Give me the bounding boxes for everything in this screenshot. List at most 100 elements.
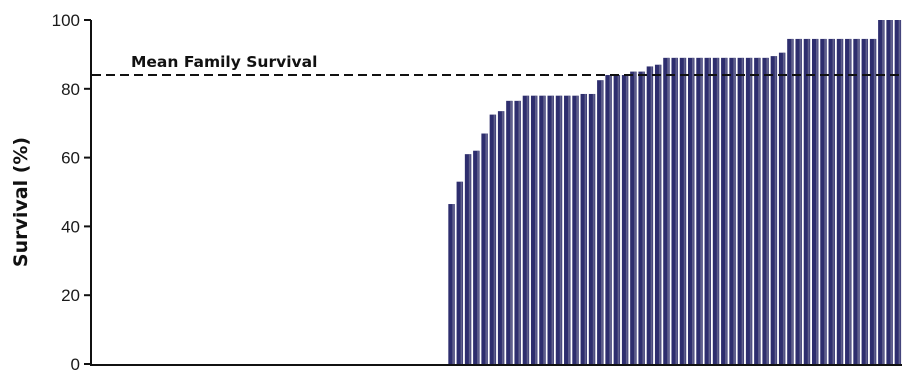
bar-body bbox=[530, 95, 538, 365]
bar bbox=[464, 154, 472, 364]
bar bbox=[853, 38, 860, 365]
y-tick-label: 40 bbox=[61, 217, 80, 236]
bar-highlight bbox=[518, 100, 521, 364]
bar-body bbox=[869, 38, 877, 365]
bar-highlight bbox=[501, 111, 504, 364]
bar bbox=[861, 38, 869, 365]
bar-body bbox=[679, 57, 687, 365]
bar bbox=[547, 95, 554, 365]
y-tick-label: 20 bbox=[61, 286, 80, 305]
bar-highlight bbox=[799, 38, 802, 365]
bar-body bbox=[473, 150, 480, 364]
bar bbox=[514, 100, 521, 364]
bar bbox=[597, 80, 604, 364]
bar bbox=[588, 93, 596, 365]
bar-highlight bbox=[741, 57, 744, 365]
bar-highlight bbox=[650, 66, 653, 364]
bar-body bbox=[514, 100, 521, 364]
bar-highlight bbox=[477, 150, 479, 364]
bar-highlight bbox=[849, 38, 851, 365]
bar bbox=[456, 181, 464, 364]
bar-highlight bbox=[609, 75, 612, 364]
bar-highlight bbox=[485, 133, 488, 364]
bar-body bbox=[621, 75, 629, 364]
bar bbox=[621, 75, 629, 364]
y-tick-label: 0 bbox=[71, 355, 80, 371]
bar bbox=[828, 38, 835, 365]
bar bbox=[787, 38, 794, 365]
bar bbox=[803, 38, 811, 365]
bar-highlight bbox=[601, 80, 603, 364]
bar-body bbox=[547, 95, 554, 365]
bar-highlight bbox=[758, 57, 760, 365]
bar-body bbox=[481, 133, 488, 364]
bar-highlight bbox=[658, 64, 661, 364]
bar bbox=[572, 95, 579, 365]
bar-highlight bbox=[832, 38, 835, 365]
bar bbox=[795, 38, 802, 365]
bar-body bbox=[613, 75, 621, 364]
bar-body bbox=[886, 20, 893, 364]
bar-highlight bbox=[898, 20, 901, 364]
bar bbox=[729, 57, 736, 365]
bar bbox=[613, 75, 621, 364]
mean-reference-label: Mean Family Survival bbox=[131, 53, 317, 71]
bar bbox=[481, 133, 488, 364]
bar bbox=[630, 71, 637, 364]
bar-highlight bbox=[749, 57, 752, 365]
bar bbox=[522, 95, 530, 365]
y-tick-label: 100 bbox=[52, 11, 80, 30]
bar-body bbox=[539, 95, 546, 365]
bar-body bbox=[630, 71, 637, 364]
bar-body bbox=[522, 95, 530, 365]
bar-highlight bbox=[460, 181, 463, 364]
bar bbox=[489, 114, 497, 364]
bar-body bbox=[671, 57, 678, 365]
bar-highlight bbox=[857, 38, 860, 365]
bar-highlight bbox=[774, 56, 777, 365]
bar-highlight bbox=[452, 204, 455, 364]
bar-body bbox=[853, 38, 860, 365]
bar-body bbox=[448, 204, 455, 364]
bar-highlight bbox=[625, 75, 628, 364]
bar-highlight bbox=[559, 95, 562, 365]
bar-body bbox=[745, 57, 753, 365]
bar-highlight bbox=[493, 114, 496, 364]
bar-highlight bbox=[526, 95, 529, 365]
bar-body bbox=[646, 66, 654, 364]
bar bbox=[539, 95, 546, 365]
bar-highlight bbox=[791, 38, 793, 365]
bar bbox=[845, 38, 852, 365]
bar bbox=[762, 57, 769, 365]
bar-body bbox=[654, 64, 662, 364]
bar-highlight bbox=[865, 38, 868, 365]
bar bbox=[878, 20, 885, 364]
bar bbox=[530, 95, 538, 365]
bar bbox=[704, 57, 711, 365]
bar bbox=[473, 150, 480, 364]
bar-highlight bbox=[840, 38, 843, 365]
bar-highlight bbox=[890, 20, 893, 364]
bar bbox=[497, 111, 505, 364]
bar-highlight bbox=[510, 100, 512, 364]
y-tick-label: 80 bbox=[61, 80, 80, 99]
bar-highlight bbox=[725, 57, 727, 365]
bar-highlight bbox=[807, 38, 810, 365]
bar-highlight bbox=[675, 57, 678, 365]
bar-body bbox=[754, 57, 761, 365]
bar-body bbox=[762, 57, 769, 365]
bar-highlight bbox=[634, 71, 636, 364]
bar bbox=[820, 38, 827, 365]
bar-highlight bbox=[667, 57, 670, 365]
bar bbox=[580, 93, 588, 365]
bar-highlight bbox=[733, 57, 736, 365]
bar bbox=[754, 57, 761, 365]
bar bbox=[778, 52, 786, 365]
bar-body bbox=[696, 57, 703, 365]
mean-reference-group: Mean Family Survival bbox=[92, 53, 902, 77]
bar bbox=[663, 57, 670, 365]
bar bbox=[679, 57, 687, 365]
bar-highlight bbox=[551, 95, 554, 365]
bar-highlight bbox=[766, 57, 769, 365]
